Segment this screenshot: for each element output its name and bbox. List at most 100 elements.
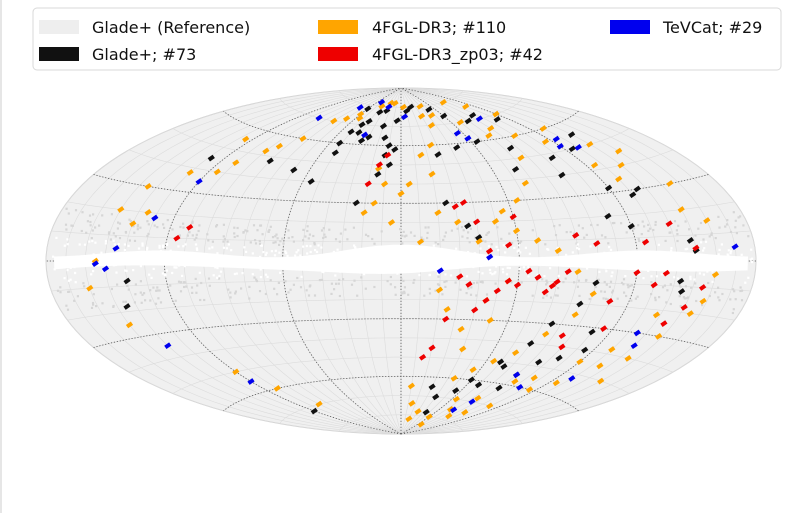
glade-reference-point — [186, 234, 189, 237]
4fgl-dr3-marker — [213, 168, 221, 176]
glade-reference-point — [609, 280, 613, 283]
glade-reference-point — [191, 220, 194, 223]
glade-reference-point — [403, 290, 406, 293]
glade-plus-marker — [475, 234, 483, 241]
glade-reference-point — [556, 258, 560, 261]
glade-plus-marker — [365, 117, 373, 125]
galactic-plane-band — [52, 207, 754, 315]
glade-reference-point — [85, 231, 88, 234]
glade-reference-point — [207, 277, 211, 280]
glade-reference-point — [598, 254, 601, 257]
glade-reference-point — [636, 295, 639, 298]
glade-reference-point — [261, 265, 264, 268]
4fgl-dr3-marker — [397, 190, 405, 198]
glade-reference-point — [585, 233, 588, 236]
glade-plus-marker — [403, 107, 411, 115]
glade-reference-point — [629, 284, 632, 288]
glade-reference-point — [336, 257, 339, 260]
4fgl-dr3-marker — [315, 400, 323, 408]
glade-reference-point — [647, 229, 650, 232]
glade-reference-point — [336, 248, 339, 251]
glade-reference-point — [627, 286, 630, 289]
glade-reference-point — [152, 267, 155, 270]
glade-reference-point — [547, 248, 550, 251]
4fgl-dr3-marker — [552, 379, 560, 387]
glade-reference-point — [528, 252, 531, 255]
glade-reference-point — [630, 284, 633, 287]
glade-plus-marker — [474, 381, 483, 389]
glade-reference-point — [116, 283, 119, 286]
glade-reference-point — [90, 273, 93, 276]
glade-reference-point — [179, 290, 183, 293]
glade-reference-point — [605, 255, 608, 258]
glade-reference-point — [456, 227, 459, 230]
4fgl-dr3-zp03-marker — [553, 278, 561, 286]
glade-reference-point — [675, 229, 678, 232]
glade-reference-point — [278, 243, 281, 246]
glade-reference-point — [276, 293, 279, 296]
4fgl-dr3-marker — [399, 103, 408, 111]
glade-reference-point — [278, 251, 281, 254]
glade-reference-point — [218, 274, 221, 278]
glade-reference-point — [179, 281, 182, 284]
glade-reference-point — [702, 273, 705, 276]
glade-reference-point — [690, 286, 693, 289]
glade-reference-point — [400, 291, 403, 294]
glade-reference-point — [273, 287, 276, 290]
4fgl-dr3-marker — [445, 412, 453, 420]
4fgl-dr3-zp03-marker — [472, 218, 481, 226]
glade-reference-point — [437, 264, 440, 267]
4fgl-dr3-marker — [144, 209, 152, 216]
glade-reference-point — [466, 262, 469, 265]
glade-reference-point — [742, 224, 745, 227]
major-parallel — [223, 110, 579, 147]
glade-reference-point — [716, 262, 719, 265]
tevcat-marker — [101, 265, 110, 273]
glade-reference-point — [734, 298, 737, 301]
glade-reference-point — [148, 273, 151, 276]
glade-reference-point — [699, 221, 703, 225]
glade-reference-point — [101, 214, 104, 217]
4fgl-dr3-marker — [554, 247, 562, 254]
glade-reference-point — [557, 287, 560, 290]
glade-plus-marker — [452, 387, 460, 394]
glade-plus-marker — [568, 145, 576, 153]
4fgl-dr3-zp03-marker — [692, 244, 700, 252]
glade-reference-point — [59, 286, 62, 289]
glade-reference-point — [434, 269, 437, 272]
glade-reference-point — [337, 282, 340, 285]
glade-reference-point — [462, 229, 465, 232]
glade-plus-marker — [527, 340, 535, 347]
4fgl-dr3-marker — [521, 179, 530, 187]
glade-reference-point — [98, 224, 101, 227]
glade-reference-point — [418, 274, 421, 277]
glade-reference-point — [63, 244, 66, 247]
glade-reference-point — [726, 253, 729, 256]
glade-reference-point — [652, 228, 655, 232]
glade-reference-point — [328, 228, 331, 231]
glade-reference-point — [740, 253, 743, 256]
glade-reference-point — [726, 268, 729, 271]
glade-reference-point — [508, 266, 511, 270]
glade-reference-point — [718, 248, 721, 251]
glade-reference-point — [302, 245, 305, 248]
glade-reference-point — [610, 275, 613, 278]
glade-reference-point — [399, 228, 402, 231]
glade-reference-point — [117, 243, 120, 246]
glade-plus-marker — [453, 144, 461, 151]
glade-reference-point — [165, 269, 168, 272]
glade-reference-point — [143, 292, 146, 295]
glade-reference-point — [114, 235, 117, 238]
glade-reference-point — [211, 246, 214, 249]
4fgl-dr3-zp03-marker — [606, 298, 614, 305]
glade-reference-point — [596, 223, 599, 227]
glade-reference-point — [444, 285, 447, 288]
glade-reference-point — [513, 246, 516, 249]
4fgl-dr3-zp03-marker — [442, 315, 450, 323]
4fgl-dr3-marker — [615, 147, 623, 155]
glade-reference-point — [401, 234, 404, 237]
glade-reference-point — [227, 288, 230, 291]
glade-reference-point — [373, 285, 376, 289]
glade-reference-point — [717, 215, 720, 218]
glade-reference-point — [675, 253, 678, 256]
